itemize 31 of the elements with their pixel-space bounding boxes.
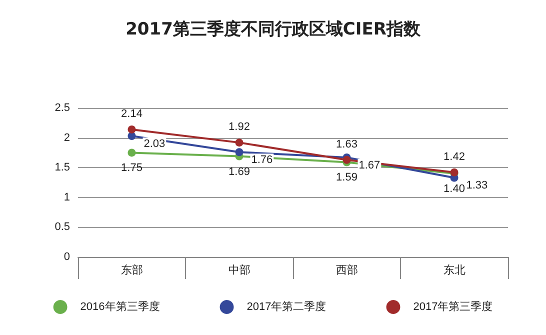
data-label: 1.40 — [444, 183, 465, 196]
y-tick-label: 1 — [64, 191, 70, 204]
legend-label: 2017年第三季度 — [413, 300, 493, 313]
x-tick-label: 西部 — [336, 264, 358, 276]
data-label: 1.63 — [336, 138, 358, 150]
data-label: 1.42 — [444, 150, 465, 163]
data-label: 1.33 — [466, 180, 488, 192]
y-tick-label: 1.5 — [54, 162, 70, 174]
legend-label: 2016年第三季度 — [80, 300, 160, 313]
point — [128, 148, 136, 157]
x-tick-label: 东北 — [443, 264, 466, 276]
data-label: 1.67 — [358, 159, 380, 172]
data-label: 1.92 — [228, 121, 250, 134]
legend-label: 2017年第二季度 — [246, 300, 326, 313]
y-tick-label: 0.5 — [54, 221, 70, 234]
y-tick-label: 2 — [64, 132, 70, 144]
data-label: 2.14 — [121, 108, 142, 120]
y-tick-label: 2.5 — [54, 102, 70, 114]
data-label: 2.03 — [144, 138, 166, 150]
x-tick-label: 东部 — [120, 264, 143, 276]
chart-title: 2017第三季度不同行政区域CIER指数 — [126, 20, 422, 40]
point — [235, 148, 244, 156]
x-tick-label: 中部 — [228, 264, 250, 276]
point — [235, 138, 244, 147]
data-label: 1.69 — [228, 166, 250, 178]
y-tick-label: 0 — [64, 251, 70, 263]
data-label: 1.59 — [336, 172, 358, 184]
point — [342, 156, 351, 164]
data-label: 1.75 — [121, 162, 142, 174]
data-label: 1.76 — [251, 154, 273, 166]
point — [128, 125, 136, 134]
